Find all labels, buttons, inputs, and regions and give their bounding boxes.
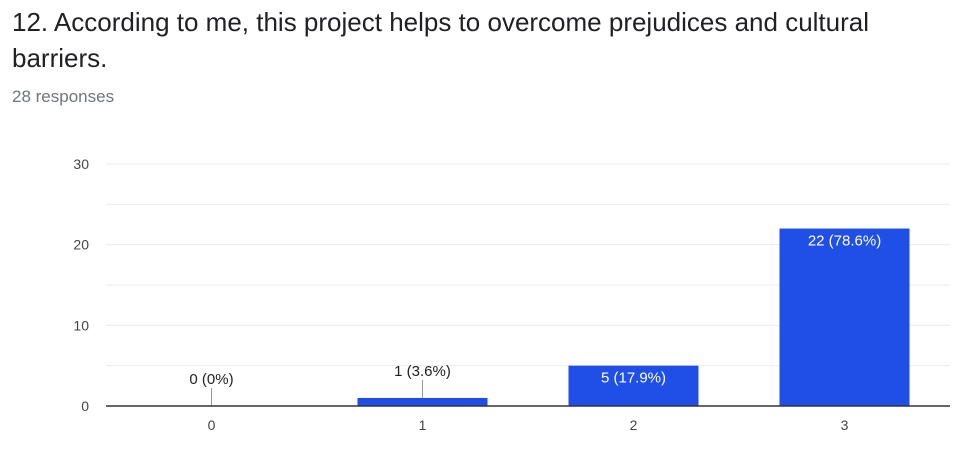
x-tick-label: 0: [208, 417, 216, 433]
x-tick-label: 1: [419, 417, 427, 433]
data-label: 1 (3.6%): [394, 363, 451, 380]
question-title: 12. According to me, this project helps …: [12, 7, 870, 73]
y-tick-label: 0: [81, 398, 89, 414]
bar: [568, 365, 699, 406]
y-tick-label: 30: [73, 156, 89, 172]
x-tick-label: 3: [841, 417, 849, 433]
bar: [357, 397, 488, 406]
bar: [779, 228, 910, 406]
response-count: 28 responses: [12, 87, 115, 106]
y-tick-label: 10: [73, 317, 89, 333]
y-tick-label: 20: [73, 237, 89, 253]
data-label: 0 (0%): [189, 371, 233, 388]
x-tick-label: 2: [630, 417, 638, 433]
data-label: 22 (78.6%): [808, 233, 881, 250]
data-label: 5 (17.9%): [601, 370, 666, 387]
